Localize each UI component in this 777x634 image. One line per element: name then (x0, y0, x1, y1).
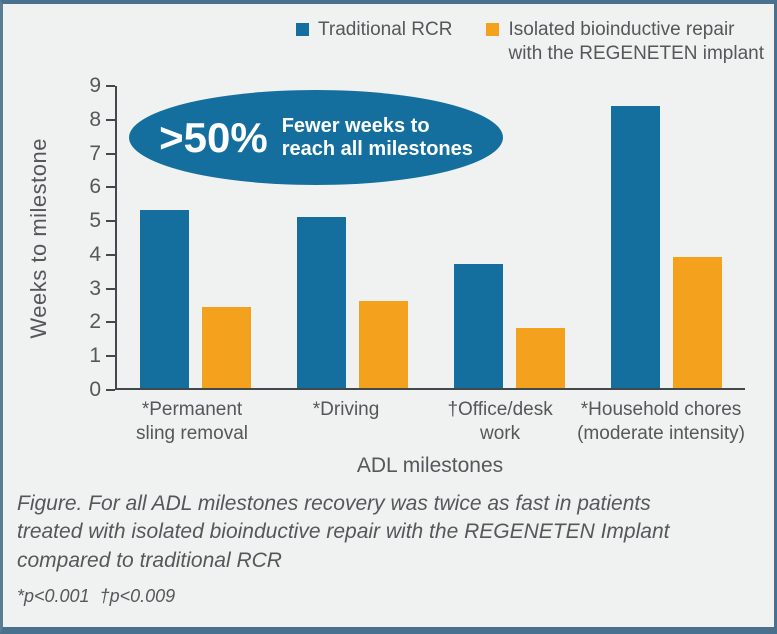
badge-percentage: >50% (159, 113, 268, 161)
legend-item-traditional-rcr: Traditional RCR (296, 18, 452, 62)
x-category-label: *Driving (312, 399, 380, 420)
y-axis-tick: 7 (71, 142, 115, 166)
y-tick-label: 5 (89, 209, 101, 233)
y-tick-label: 3 (89, 276, 101, 300)
bar (202, 307, 251, 388)
y-tick-mark (106, 85, 115, 87)
highlight-ellipse: >50% Fewer weeks to reach all milestones (129, 90, 503, 185)
y-tick-label: 7 (89, 141, 101, 165)
x-axis-labels: *Permanent sling removal *Driving †Office/… (115, 398, 745, 446)
bar (611, 106, 660, 388)
plot-area: >50% Fewer weeks to reach all milestones (115, 86, 745, 390)
bar (673, 257, 722, 388)
x-category-label: *Household chores (moderate intensity) (577, 399, 745, 444)
y-axis-tick: 5 (71, 209, 115, 233)
bar-group (274, 86, 431, 388)
y-axis-tick: 1 (71, 344, 115, 368)
y-axis-title: Weeks to milestone (26, 137, 51, 339)
y-axis-tick: 3 (71, 277, 115, 301)
x-category-label: †Office/desk work (447, 399, 553, 444)
y-tick-mark (106, 186, 115, 189)
y-tick-label: 6 (89, 175, 101, 199)
bar (297, 216, 346, 388)
chart-legend: Traditional RCR Isolated bioinductive re… (3, 4, 774, 64)
legend-swatch-traditional-rcr (296, 23, 310, 36)
x-category-label: *Permanent sling removal (136, 399, 248, 444)
y-tick-label: 2 (89, 310, 101, 334)
y-tick-mark (106, 389, 115, 391)
y-tick-mark (106, 287, 115, 290)
bar-chart: Weeks to milestone 0 1 2 3 4 5 6 7 8 9 >50% Fewer… (3, 74, 774, 401)
bar (359, 300, 408, 388)
y-tick-label: 4 (89, 242, 101, 266)
bar (516, 327, 565, 388)
y-axis-tick: 9 (71, 74, 115, 98)
y-tick-mark (106, 152, 115, 155)
legend-label: Isolated bioinductive repair with the RE… (508, 19, 764, 64)
p-value-footnote: *p<0.001 †p<0.009 (17, 586, 176, 607)
y-tick-label: 9 (89, 74, 101, 97)
y-tick-label: 1 (89, 344, 101, 368)
y-tick-label: 8 (89, 107, 101, 131)
y-tick-mark (106, 355, 115, 358)
y-tick-mark (106, 321, 115, 324)
legend-item-regeneten: Isolated bioinductive repair with the RE… (486, 18, 764, 64)
y-axis: 0 1 2 3 4 5 6 7 8 9 (59, 74, 115, 401)
y-axis-tick: 0 (71, 378, 115, 402)
bar (454, 263, 503, 388)
bar-group (431, 86, 588, 388)
y-tick-mark (106, 220, 115, 223)
y-tick-mark (106, 253, 115, 256)
bar (140, 210, 189, 388)
y-axis-tick: 4 (71, 243, 115, 267)
y-tick-label: 0 (89, 378, 101, 401)
badge-text: Fewer weeks to reach all milestones (281, 114, 473, 160)
x-axis-title: ADL milestones (356, 453, 504, 477)
y-axis-tick: 6 (71, 175, 115, 199)
figure-caption: Figure. For all ADL milestones recovery … (17, 491, 670, 573)
bar-group (117, 86, 274, 388)
y-axis-tick: 8 (71, 108, 115, 132)
legend-swatch-regeneten (486, 23, 500, 36)
bars-container (117, 86, 745, 388)
bar-group (588, 86, 745, 388)
legend-label: Traditional RCR (318, 19, 453, 40)
y-tick-mark (106, 118, 115, 121)
y-axis-tick: 2 (71, 310, 115, 334)
